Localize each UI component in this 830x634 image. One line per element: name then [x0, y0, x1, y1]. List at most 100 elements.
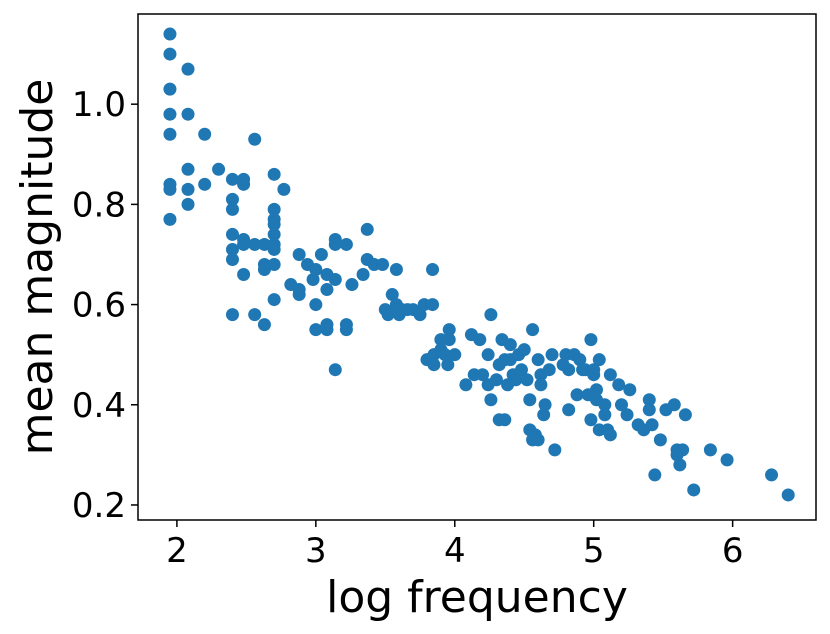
scatter-point: [678, 408, 692, 422]
scatter-point: [489, 373, 503, 387]
scatter-point: [163, 82, 177, 96]
scatter-point: [703, 443, 717, 457]
x-tick-label: 3: [305, 531, 327, 571]
scatter-point: [476, 368, 490, 382]
scatter-point: [562, 403, 576, 417]
scatter-point: [584, 413, 598, 427]
scatter-point: [257, 318, 271, 332]
scatter-point: [642, 403, 656, 417]
scatter-point: [328, 363, 342, 377]
scatter-point: [442, 333, 456, 347]
scatter-point: [592, 353, 606, 367]
scatter-point: [537, 408, 551, 422]
scatter-point: [163, 47, 177, 61]
scatter-point: [781, 488, 795, 502]
scatter-point: [603, 368, 617, 382]
scatter-point: [614, 398, 628, 412]
scatter-point: [292, 288, 306, 302]
x-tick-label: 4: [444, 531, 466, 571]
scatter-point: [181, 182, 195, 196]
scatter-point: [225, 227, 239, 241]
scatter-point: [542, 363, 556, 377]
scatter-point: [181, 197, 195, 211]
scatter-point: [589, 383, 603, 397]
scatter-point: [376, 257, 390, 271]
scatter-point: [538, 398, 552, 412]
scatter-point: [526, 323, 540, 337]
scatter-point: [676, 443, 690, 457]
scatter-point: [345, 278, 359, 292]
scatter-point: [426, 263, 440, 277]
scatter-point: [277, 182, 291, 196]
scatter-point: [765, 468, 779, 482]
x-tick-label: 2: [166, 531, 188, 571]
scatter-point: [438, 348, 452, 362]
scatter-point: [598, 398, 612, 412]
scatter-point: [484, 308, 498, 322]
scatter-point: [548, 443, 562, 457]
scatter-point: [570, 388, 584, 402]
scatter-point: [598, 408, 612, 422]
scatter-point: [584, 333, 598, 347]
scatter-point: [687, 483, 701, 497]
scatter-point: [484, 393, 498, 407]
y-tick-label: 0.2: [72, 486, 126, 526]
scatter-point: [257, 237, 271, 251]
scatter-point: [328, 237, 342, 251]
scatter-point: [642, 393, 656, 407]
scatter-point: [653, 433, 667, 447]
x-axis-label: log frequency: [326, 572, 628, 623]
scatter-point: [328, 273, 342, 287]
scatter-point: [620, 408, 634, 422]
scatter-point: [545, 348, 559, 362]
scatter-point: [531, 433, 545, 447]
x-axis: 2 3 4 5 6: [166, 520, 743, 571]
scatter-point: [181, 107, 195, 121]
scatter-point: [623, 383, 637, 397]
scatter-point: [225, 172, 239, 186]
scatter-point: [562, 363, 576, 377]
scatter-point: [306, 273, 320, 287]
scatter-point: [248, 132, 262, 146]
scatter-point: [645, 418, 659, 432]
scatter-point: [309, 263, 323, 277]
scatter-point: [573, 353, 587, 367]
scatter-point: [514, 363, 528, 377]
scatter-point: [339, 237, 353, 251]
scatter-point: [648, 468, 662, 482]
y-tick-label: 1.0: [72, 85, 126, 125]
scatter-point: [212, 162, 226, 176]
scatter-point: [441, 358, 455, 372]
scatter-point: [267, 257, 281, 271]
scatter-point: [673, 458, 687, 472]
scatter-point: [520, 373, 534, 387]
scatter-point: [603, 428, 617, 442]
scatter-point: [267, 293, 281, 307]
y-tick-label: 0.6: [72, 286, 126, 326]
scatter-point: [267, 217, 281, 231]
scatter-point: [309, 323, 323, 337]
scatter-point: [248, 308, 262, 322]
scatter-point: [360, 222, 374, 236]
scatter-point: [720, 453, 734, 467]
scatter-point: [531, 353, 545, 367]
scatter-point: [163, 127, 177, 141]
scatter-point: [237, 177, 251, 191]
scatter-point: [413, 308, 427, 322]
scatter-point: [163, 27, 177, 41]
scatter-point: [427, 358, 441, 372]
scatter-point: [267, 202, 281, 216]
scatter-point: [473, 333, 487, 347]
scatter-point: [509, 373, 523, 387]
plot-frame: [137, 13, 817, 521]
scatter-point: [459, 378, 473, 392]
scatter-point: [320, 323, 334, 337]
scatter-point: [612, 378, 626, 392]
scatter-point: [237, 237, 251, 251]
scatter-point: [385, 288, 399, 302]
y-axis: 0.2 0.4 0.6 0.8 1.0: [72, 85, 138, 526]
scatter-point: [389, 263, 403, 277]
scatter-point: [225, 202, 239, 216]
scatter-point: [339, 323, 353, 337]
